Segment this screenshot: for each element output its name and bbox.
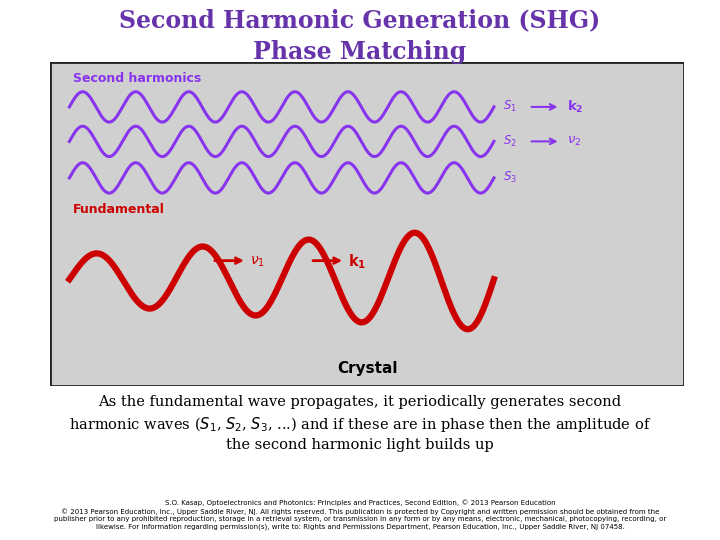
Text: $\mathit{\nu_2}$: $\mathit{\nu_2}$ <box>567 135 581 148</box>
Text: Crystal: Crystal <box>337 361 397 376</box>
Text: As the fundamental wave propagates, it periodically generates second
harmonic wa: As the fundamental wave propagates, it p… <box>69 395 651 453</box>
Text: $S_2$: $S_2$ <box>503 134 517 149</box>
Text: $\mathbf{k_1}$: $\mathbf{k_1}$ <box>348 253 366 272</box>
Text: Second Harmonic Generation (SHG): Second Harmonic Generation (SHG) <box>120 8 600 32</box>
Text: $\mathbf{k_2}$: $\mathbf{k_2}$ <box>567 99 583 115</box>
FancyBboxPatch shape <box>50 62 684 386</box>
Text: $S_1$: $S_1$ <box>503 99 518 114</box>
Text: $S_3$: $S_3$ <box>503 170 518 185</box>
Text: Fundamental: Fundamental <box>73 204 164 217</box>
Text: $\mathit{\nu_1}$: $\mathit{\nu_1}$ <box>250 255 265 269</box>
Text: Phase Matching: Phase Matching <box>253 40 467 64</box>
Text: Second harmonics: Second harmonics <box>73 72 201 85</box>
Text: S.O. Kasap, Optoelectronics and Photonics: Principles and Practices, Second Edit: S.O. Kasap, Optoelectronics and Photonic… <box>54 500 666 530</box>
